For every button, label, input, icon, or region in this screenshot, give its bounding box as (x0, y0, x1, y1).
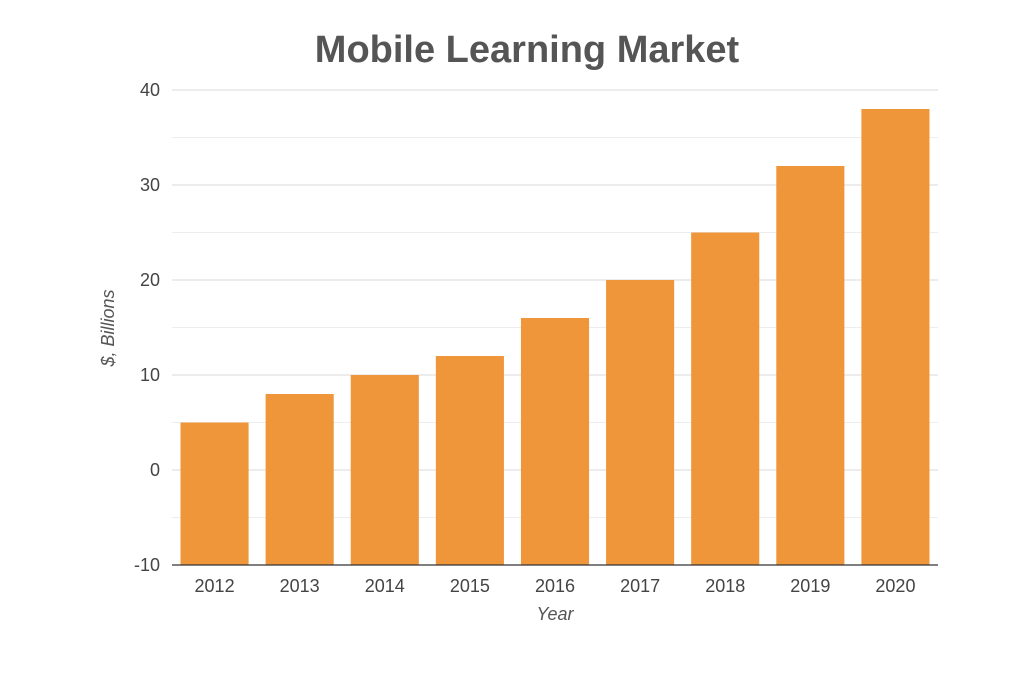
x-tick-label: 2013 (280, 576, 320, 596)
chart-title: Mobile Learning Market (315, 29, 740, 71)
y-tick-label: 20 (140, 270, 160, 290)
bar-2014 (350, 375, 419, 565)
x-axis-label: Year (536, 604, 574, 624)
x-tick-label: 2016 (535, 576, 575, 596)
y-tick-label: -10 (134, 555, 160, 575)
x-tick-label: 2012 (195, 576, 235, 596)
y-axis-ticks: -10 0 10 20 30 40 (134, 80, 160, 575)
bar-2013 (265, 394, 334, 565)
bar-2019 (776, 166, 845, 565)
bar-2016 (520, 318, 590, 565)
x-tick-label: 2018 (705, 576, 745, 596)
bar-2017 (606, 280, 675, 565)
y-tick-label: 30 (140, 175, 160, 195)
x-tick-label: 2015 (450, 576, 490, 596)
x-tick-label: 2014 (365, 576, 405, 596)
bar-2020 (861, 109, 930, 565)
y-axis-label: $, Billions (98, 289, 118, 367)
bar-2012 (180, 422, 249, 565)
y-tick-label: 10 (140, 365, 160, 385)
x-tick-label: 2019 (790, 576, 830, 596)
x-tick-label: 2020 (875, 576, 915, 596)
y-tick-label: 40 (140, 80, 160, 100)
x-tick-label: 2017 (620, 576, 660, 596)
y-tick-label: 0 (150, 460, 160, 480)
bar-2015 (435, 356, 504, 565)
x-axis-ticks: 2012 2013 2014 2015 2016 2017 2018 2019 2020 (195, 576, 916, 596)
bars (180, 109, 930, 565)
bar-2018 (691, 232, 760, 565)
